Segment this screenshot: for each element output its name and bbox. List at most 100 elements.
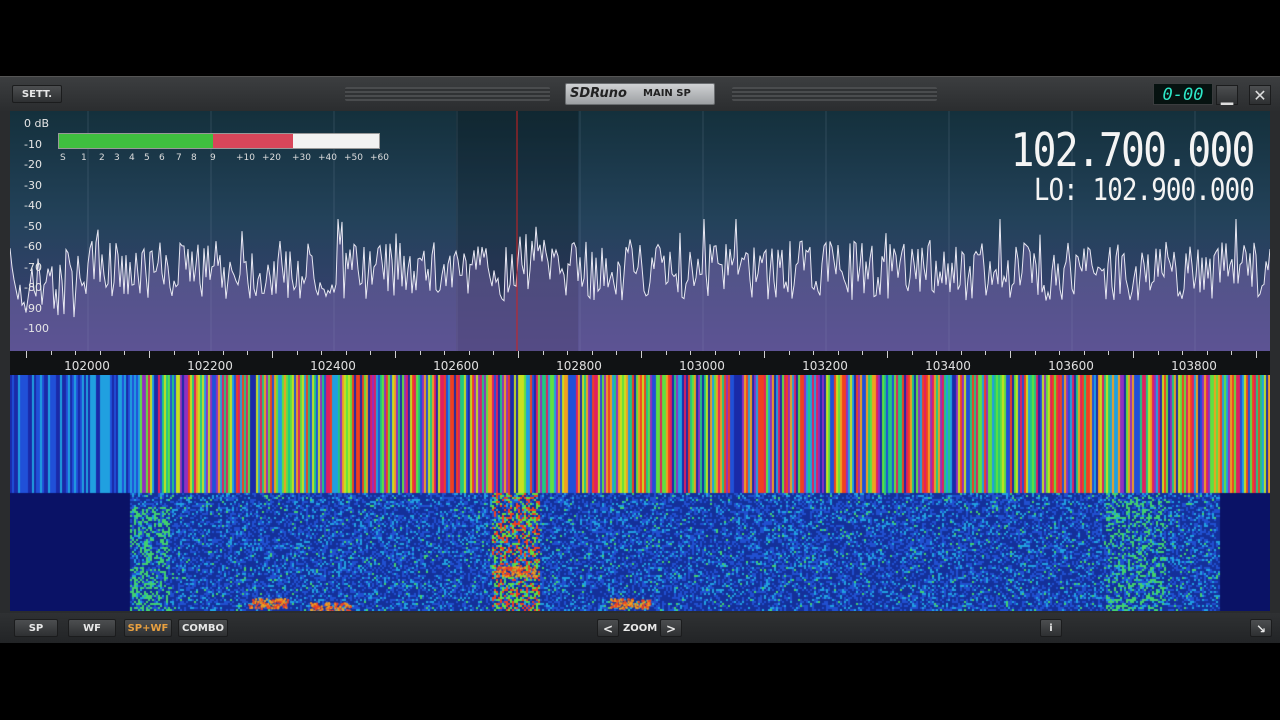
minimize-icon[interactable]: ▁ (1216, 85, 1238, 105)
axis-tick (1108, 351, 1110, 355)
smeter-scale-label: +20 (262, 153, 281, 163)
axis-tick (345, 351, 347, 355)
spectrum-plot (10, 111, 1270, 351)
lcd-readout: 0-00 (1153, 83, 1213, 105)
db-label: -30 (24, 178, 42, 192)
axis-tick (272, 351, 273, 358)
close-icon[interactable]: ✕ (1249, 85, 1271, 105)
spectrum-trace (10, 218, 1270, 318)
db-label: -80 (24, 281, 42, 294)
title-bar[interactable]: SETT. SDRuno MAIN SP 0-00 ▁ ✕ (0, 77, 1280, 111)
axis-label: 102000 (64, 359, 110, 373)
axis-tick (1133, 351, 1134, 358)
db-label: -100 (24, 322, 49, 335)
axis-tick (1256, 351, 1257, 358)
axis-label: 102200 (187, 359, 233, 373)
vfo-frequency[interactable]: 102.700.000 (1010, 123, 1256, 177)
axis-tick (468, 351, 470, 355)
axis-tick (124, 351, 126, 355)
axis-tick (1034, 351, 1036, 355)
axis-tick (173, 351, 175, 355)
smeter-scale-label: S (60, 153, 66, 163)
axis-tick (222, 351, 224, 355)
axis-tick (887, 351, 888, 358)
axis-label: 103200 (802, 359, 848, 373)
axis-tick (591, 351, 593, 355)
axis-tick (837, 351, 839, 355)
settings-button[interactable]: SETT. (12, 85, 62, 103)
db-label: -40 (24, 199, 42, 212)
db-label: -10 (24, 137, 42, 151)
axis-tick (26, 351, 27, 358)
axis-tick (567, 351, 569, 355)
info-icon[interactable]: i (1040, 619, 1062, 637)
zoom-label: ZOOM (623, 623, 658, 634)
axis-tick (1206, 351, 1208, 355)
app-logo: SDRuno (570, 86, 627, 101)
zoom-in-button[interactable]: > (660, 619, 682, 637)
axis-tick (714, 351, 716, 355)
axis-tick (99, 351, 101, 355)
axis-tick (911, 351, 913, 355)
axis-tick (1182, 351, 1184, 355)
axis-label: 103800 (1171, 359, 1217, 373)
axis-tick (75, 351, 77, 355)
axis-tick (198, 351, 200, 355)
resize-icon[interactable]: ↘ (1250, 619, 1272, 637)
title-grip-left[interactable] (345, 87, 550, 101)
axis-tick (813, 351, 815, 355)
waterfall-display[interactable] (10, 375, 1270, 611)
axis-tick (641, 351, 642, 358)
smeter-scale-label: +10 (236, 153, 255, 163)
smeter-scale-label: +30 (292, 153, 311, 163)
axis-tick (764, 351, 765, 358)
smeter-scale-label: 9 (210, 153, 216, 163)
axis-tick (321, 351, 323, 355)
axis-label: 103400 (925, 359, 971, 373)
sp-mode-button[interactable]: SP (14, 619, 58, 637)
db-label: -60 (24, 240, 42, 253)
axis-tick (542, 351, 544, 355)
smeter-scale-label: +50 (344, 153, 363, 163)
axis-tick (1059, 351, 1061, 355)
axis-label: 103000 (679, 359, 725, 373)
db-label: -90 (24, 301, 42, 315)
wf-mode-button[interactable]: WF (68, 619, 116, 637)
smeter-scale-label: 6 (159, 153, 165, 163)
axis-tick (1083, 351, 1085, 355)
smeter-scale-label: 2 (99, 153, 105, 163)
smeter-scale-label: 1 (81, 153, 87, 163)
spwf-mode-button[interactable]: SP+WF (124, 619, 172, 637)
zoom-out-button[interactable]: < (597, 619, 619, 637)
db-label: 0 dB (24, 117, 50, 130)
smeter-scale-label: 7 (176, 153, 182, 163)
lo-frequency[interactable]: LO: 102.900.000 (1033, 173, 1255, 208)
axis-tick (690, 351, 692, 355)
axis-tick (739, 351, 741, 355)
s-meter-red-bar (212, 134, 293, 148)
axis-tick (444, 351, 446, 355)
axis-tick (862, 351, 864, 355)
smeter-scale-label: +60 (370, 153, 389, 163)
axis-tick (616, 351, 618, 355)
title-grip-right[interactable] (732, 87, 937, 101)
combo-mode-button[interactable]: COMBO (178, 619, 228, 637)
axis-tick (985, 351, 987, 355)
axis-tick (370, 351, 372, 355)
axis-tick (1157, 351, 1159, 355)
frequency-axis[interactable]: 102000 102200 102400 102600 102800 103000 1032… (10, 351, 1270, 375)
axis-label: 103600 (1048, 359, 1094, 373)
axis-label: 102800 (556, 359, 602, 373)
axis-label: 102600 (433, 359, 479, 373)
smeter-scale-label: 3 (114, 153, 120, 163)
axis-tick (665, 351, 667, 355)
axis-tick (1231, 351, 1233, 355)
s-meter-green-bar (59, 134, 213, 148)
axis-tick (960, 351, 962, 355)
s-meter (58, 133, 380, 149)
axis-tick (296, 351, 298, 355)
axis-tick (518, 351, 519, 358)
bottom-bar: SP WF SP+WF COMBO < ZOOM > i ↘ (0, 613, 1280, 643)
spectrum-fill (10, 219, 1270, 351)
